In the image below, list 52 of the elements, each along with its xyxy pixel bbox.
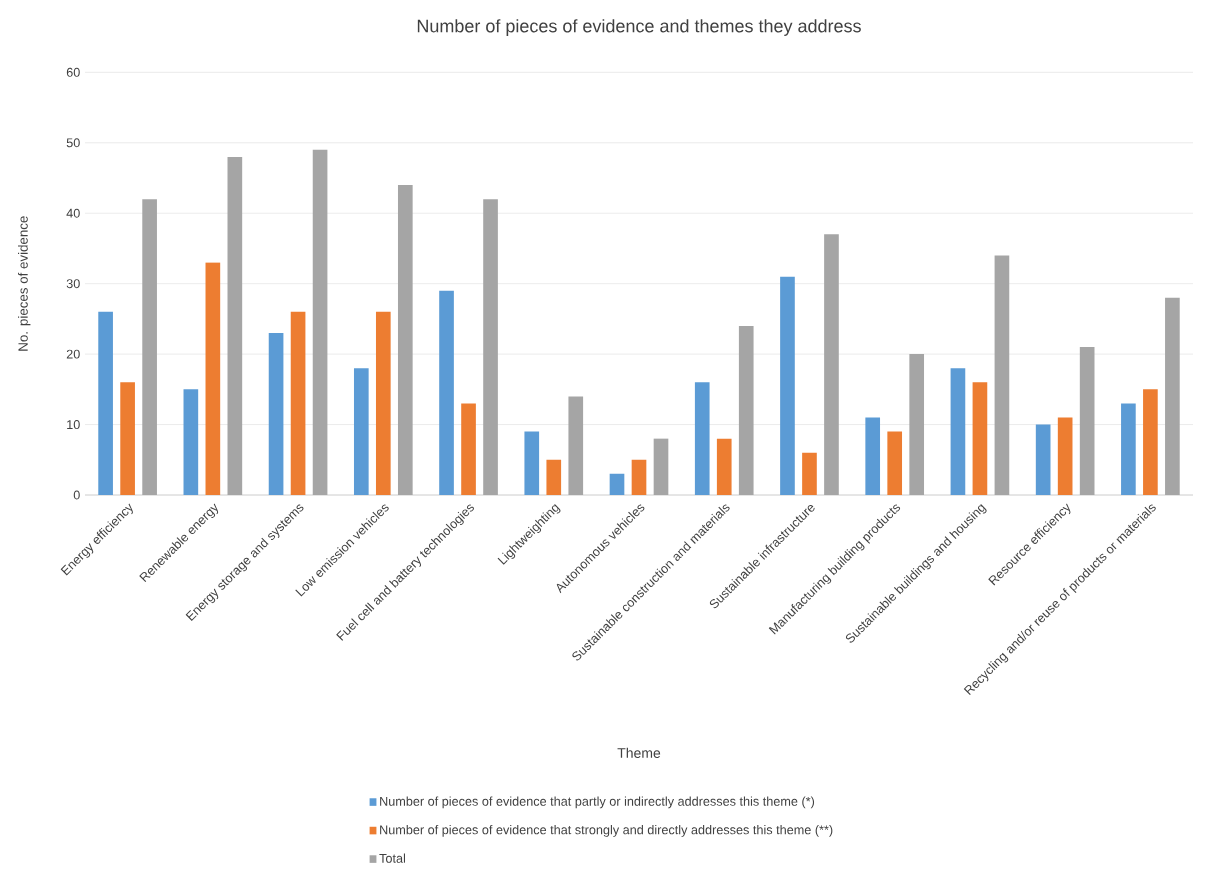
bar bbox=[227, 156, 243, 495]
bar bbox=[972, 382, 988, 495]
y-tick-label: 20 bbox=[66, 349, 80, 359]
bar bbox=[802, 452, 817, 495]
bar bbox=[865, 417, 881, 495]
bar bbox=[290, 311, 306, 495]
legend-label: Number of pieces of evidence that strongly and directly addresses this theme (**) bbox=[380, 824, 833, 837]
bar bbox=[1165, 297, 1180, 495]
bar bbox=[568, 396, 584, 495]
bar bbox=[439, 290, 454, 495]
bar bbox=[397, 185, 413, 495]
bar bbox=[205, 262, 221, 495]
legend-label: Total bbox=[379, 853, 406, 863]
y-tick-label: 0 bbox=[73, 490, 80, 500]
chart-title: Number of pieces of evidence and themes they address bbox=[417, 19, 861, 36]
bar bbox=[909, 354, 925, 495]
y-tick-label: 30 bbox=[66, 279, 80, 289]
bar bbox=[780, 276, 795, 495]
bar bbox=[312, 149, 328, 495]
bar bbox=[120, 382, 135, 495]
bar bbox=[694, 382, 710, 495]
legend-label: Number of pieces of evidence that partly or indirectly addresses this theme (*) bbox=[380, 796, 815, 809]
bar bbox=[375, 311, 391, 495]
y-tick-label: 50 bbox=[66, 138, 80, 148]
bar bbox=[950, 368, 966, 495]
y-tick-label: 10 bbox=[67, 420, 80, 430]
bar bbox=[1121, 403, 1136, 495]
bar bbox=[268, 332, 284, 495]
y-tick-label: 60 bbox=[66, 67, 80, 77]
bar bbox=[183, 389, 199, 495]
bar bbox=[824, 234, 839, 495]
bar bbox=[1143, 389, 1158, 495]
x-axis-title: Theme bbox=[617, 747, 661, 758]
bar bbox=[716, 438, 732, 495]
bar bbox=[142, 199, 157, 495]
bar bbox=[1057, 417, 1073, 495]
bar bbox=[546, 459, 562, 495]
bar bbox=[738, 325, 754, 495]
bar bbox=[887, 431, 903, 495]
bar bbox=[461, 403, 476, 495]
bar bbox=[524, 431, 540, 495]
bar bbox=[1035, 424, 1051, 495]
bar bbox=[98, 311, 113, 495]
y-axis-title: No. pieces of evidence bbox=[18, 216, 31, 351]
bar bbox=[994, 255, 1010, 495]
bar bbox=[653, 438, 669, 495]
bar bbox=[609, 473, 625, 495]
bar bbox=[1079, 347, 1095, 495]
bar bbox=[483, 199, 498, 495]
bar bbox=[631, 459, 647, 495]
bar bbox=[353, 368, 369, 495]
y-tick-label: 40 bbox=[66, 208, 80, 218]
